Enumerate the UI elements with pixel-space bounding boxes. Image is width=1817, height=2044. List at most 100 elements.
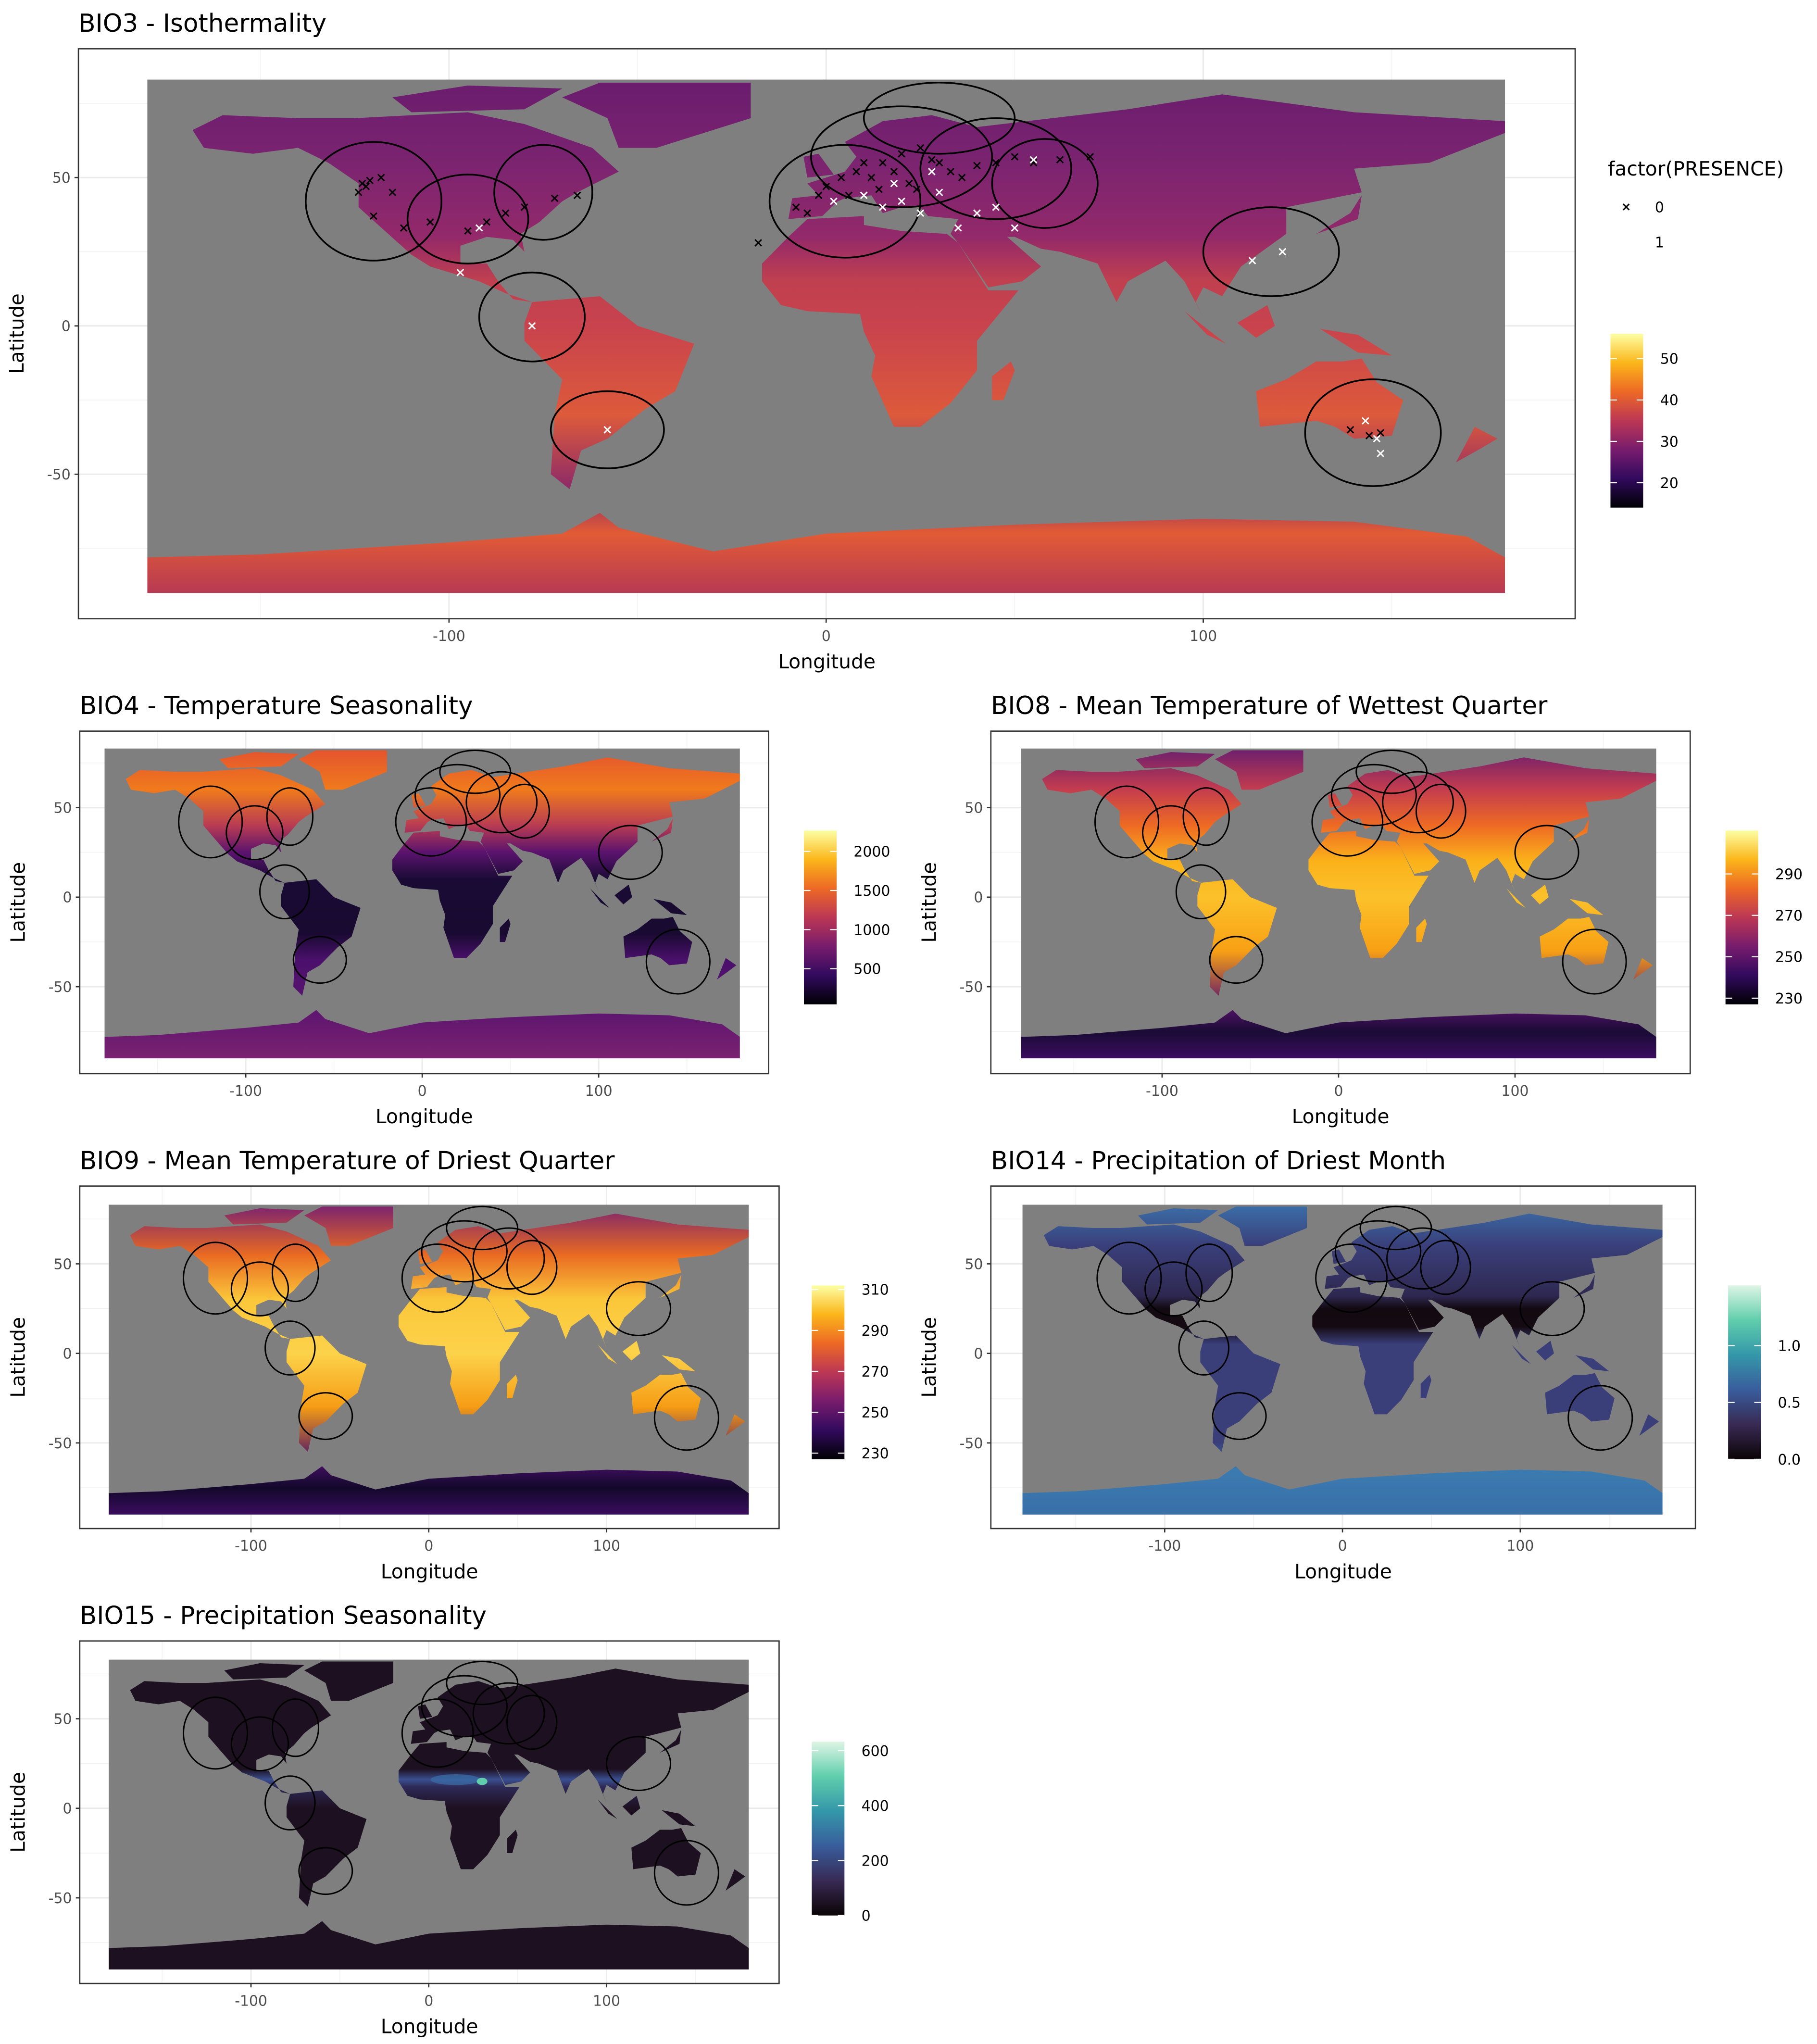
absence-point bbox=[1365, 432, 1373, 439]
y-axis-title: Latitude bbox=[7, 1317, 30, 1398]
range-outline bbox=[298, 1847, 353, 1895]
absence-point bbox=[366, 176, 374, 185]
y-tick-label: 0 bbox=[63, 1801, 72, 1818]
land-raster bbox=[1042, 768, 1242, 883]
absence-marker-icon bbox=[1622, 203, 1630, 211]
y-axis-title: Latitude bbox=[5, 293, 28, 374]
absence-point bbox=[852, 168, 860, 176]
range-outline bbox=[550, 390, 665, 469]
colorbar-label: 200 bbox=[862, 1853, 889, 1869]
absence-point bbox=[935, 159, 943, 167]
range-outline bbox=[395, 787, 467, 857]
panel-title: BIO14 - Precipitation of Driest Month bbox=[991, 1146, 1446, 1175]
absence-point bbox=[754, 239, 762, 247]
raster-layer bbox=[147, 82, 1505, 593]
shape-legend-label: 0 bbox=[1655, 199, 1664, 216]
panel-border bbox=[79, 730, 769, 1075]
absence-point bbox=[875, 186, 883, 193]
colorbar-label: 20 bbox=[1660, 475, 1679, 492]
range-outline bbox=[465, 771, 538, 834]
range-outline bbox=[1182, 787, 1230, 846]
x-tick-label: 0 bbox=[822, 628, 831, 645]
y-axis-title: Latitude bbox=[7, 862, 30, 943]
range-outline bbox=[1209, 936, 1264, 984]
land-raster bbox=[1639, 1414, 1659, 1436]
land-raster bbox=[622, 1795, 640, 1816]
range-outline bbox=[266, 787, 314, 846]
range-outline bbox=[1514, 825, 1579, 880]
presence-point bbox=[603, 426, 612, 434]
y-tick-label: 0 bbox=[974, 1346, 983, 1363]
land-raster bbox=[1197, 879, 1277, 996]
range-outline bbox=[1567, 1385, 1633, 1451]
land-raster bbox=[1021, 1010, 1656, 1059]
land-raster bbox=[411, 1668, 749, 1803]
range-outline bbox=[446, 1660, 519, 1705]
map-panel-1: BIO3 - Isothermality -100 0 100 50 0 -50 Longit… bbox=[5, 9, 1784, 673]
land-raster bbox=[304, 1661, 393, 1701]
panel-title: BIO3 - Isothermality bbox=[78, 9, 326, 38]
colorbar-label: 50 bbox=[1660, 351, 1679, 368]
land-raster bbox=[726, 1414, 745, 1436]
colorbar-label: 2000 bbox=[853, 844, 890, 861]
absence-point bbox=[973, 162, 981, 170]
absence-point bbox=[913, 186, 921, 193]
absence-point bbox=[845, 191, 853, 200]
land-raster bbox=[653, 899, 687, 915]
land-raster bbox=[652, 818, 673, 842]
range-outline bbox=[506, 1694, 558, 1750]
range-outline bbox=[1562, 928, 1627, 995]
colorbar bbox=[1725, 830, 1758, 1004]
land-raster bbox=[1511, 1344, 1531, 1364]
absence-point bbox=[388, 188, 397, 196]
land-raster bbox=[662, 1355, 696, 1371]
range-outline bbox=[991, 138, 1099, 229]
presence-point bbox=[890, 179, 898, 188]
absence-point bbox=[837, 174, 845, 182]
presence-point bbox=[1029, 156, 1038, 164]
absence-point bbox=[1086, 153, 1094, 161]
range-outline bbox=[1142, 805, 1200, 861]
range-outline bbox=[1355, 749, 1428, 794]
absence-point bbox=[958, 174, 966, 182]
range-outline bbox=[645, 928, 711, 995]
presence-point bbox=[528, 322, 536, 330]
range-outline bbox=[1415, 783, 1466, 839]
absence-point bbox=[803, 209, 811, 217]
range-outline bbox=[653, 1385, 719, 1451]
colorbar-label: 270 bbox=[862, 1364, 889, 1380]
range-outline bbox=[1212, 1392, 1267, 1440]
absence-point bbox=[370, 212, 377, 220]
land-raster bbox=[1569, 899, 1604, 915]
land-raster bbox=[224, 1208, 304, 1225]
absence-point bbox=[354, 188, 363, 196]
range-outline bbox=[472, 1227, 545, 1290]
x-tick-label: 0 bbox=[424, 1538, 433, 1555]
range-outline bbox=[421, 1220, 508, 1283]
range-outline bbox=[178, 785, 243, 859]
land-raster bbox=[589, 888, 610, 908]
land-raster bbox=[1456, 426, 1498, 463]
absence-point bbox=[815, 191, 823, 200]
range-outline bbox=[230, 1716, 289, 1772]
y-axis-title: Latitude bbox=[918, 1317, 941, 1398]
presence-point bbox=[898, 197, 905, 205]
land-raster bbox=[192, 112, 619, 302]
x-tick-label: -100 bbox=[1148, 1538, 1181, 1555]
x-tick-label: 100 bbox=[1506, 1538, 1534, 1555]
range-outline bbox=[768, 144, 922, 259]
land-raster bbox=[524, 296, 694, 489]
y-tick-label: 50 bbox=[53, 1711, 72, 1728]
y-tick-label: -50 bbox=[960, 1435, 983, 1452]
absence-point bbox=[992, 159, 1000, 167]
range-outline bbox=[472, 1682, 545, 1745]
land-raster bbox=[398, 1742, 520, 1869]
range-outline bbox=[1094, 785, 1160, 859]
land-raster bbox=[1536, 1341, 1554, 1361]
land-raster bbox=[1420, 1375, 1431, 1398]
x-tick-label: 100 bbox=[593, 1993, 620, 2009]
range-outline bbox=[1334, 1220, 1422, 1283]
absence-point bbox=[400, 224, 408, 232]
absence-point bbox=[792, 203, 800, 211]
